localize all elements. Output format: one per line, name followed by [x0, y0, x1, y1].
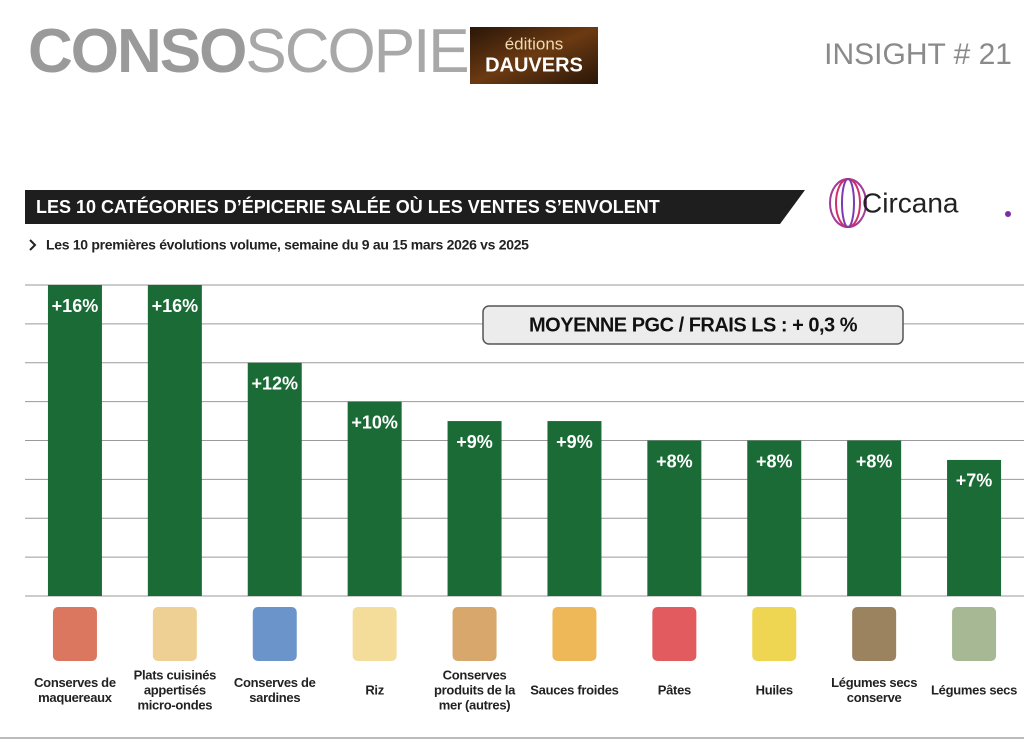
partner-logo: Circana: [829, 178, 1011, 228]
x-tick-label: Plats cuisinés appertisés micro-ondes: [133, 667, 217, 713]
subtitle-marker: [29, 239, 37, 251]
publisher-logo: [470, 27, 598, 84]
product-image: [852, 607, 897, 661]
value-label: +16%: [52, 296, 99, 316]
bar: [347, 401, 402, 596]
value-label: +9%: [556, 432, 593, 452]
x-tick-label: Légumes secs conserve: [831, 675, 918, 705]
annotation-box: [482, 305, 904, 345]
brand: CONSOSCOPIE: [28, 17, 468, 86]
value-label: +7%: [956, 471, 993, 491]
partner-name: Circana: [862, 187, 959, 218]
chart-title: LES 10 CATÉGORIES D’ÉPICERIE SALÉE OÙ LE…: [36, 196, 660, 217]
product-image: [52, 607, 97, 661]
bar: [747, 440, 802, 596]
logo-ring: [835, 178, 861, 228]
bar: [647, 440, 702, 596]
x-tick-label: Pâtes: [657, 682, 692, 698]
value-label: +8%: [756, 451, 793, 471]
product-image: [552, 607, 597, 661]
product-image: [152, 607, 197, 661]
x-tick-label: Conserves produits de la mer (autres): [434, 667, 516, 713]
value-label: +10%: [351, 412, 398, 432]
product-image: [252, 607, 297, 661]
brand-light: SCOPIE: [245, 17, 467, 86]
value-label: +8%: [856, 451, 893, 471]
product-image: [952, 607, 997, 661]
bar: [247, 362, 302, 596]
logo-dot: [1005, 211, 1011, 217]
publisher-bottom: DAUVERS: [485, 54, 583, 76]
x-tick-label: Conserves de maquereaux: [34, 675, 116, 705]
title-bar: [25, 190, 805, 224]
bar: [547, 421, 602, 596]
x-tick-label: Huiles: [755, 682, 794, 698]
x-tick-label: Légumes secs: [931, 682, 1018, 698]
bar: [947, 459, 1002, 596]
annotation: MOYENNE PGC / FRAIS LS : + 0,3 %: [529, 314, 858, 336]
product-image: [652, 607, 697, 661]
x-tick-label: Sauces froides: [530, 682, 619, 698]
value-label: +9%: [456, 432, 493, 452]
value-label: +8%: [656, 451, 693, 471]
product-image: [352, 607, 397, 661]
product-image: [752, 607, 797, 661]
publisher-top: éditions: [505, 34, 564, 53]
issue: INSIGHT # 21: [824, 38, 1012, 71]
logo-ring: [841, 178, 855, 228]
bar: [47, 285, 102, 596]
bar: [147, 285, 202, 596]
bar: [447, 421, 502, 596]
x-tick-label: Riz: [365, 682, 384, 698]
value-label: +16%: [152, 296, 199, 316]
brand-bold: CONSO: [28, 17, 245, 86]
product-image: [452, 607, 497, 661]
bar: [847, 440, 902, 596]
value-label: +12%: [251, 374, 298, 394]
chart-subtitle: Les 10 premières évolutions volume, sema…: [46, 237, 529, 253]
x-tick-label: Conserves de sardines: [233, 675, 316, 705]
